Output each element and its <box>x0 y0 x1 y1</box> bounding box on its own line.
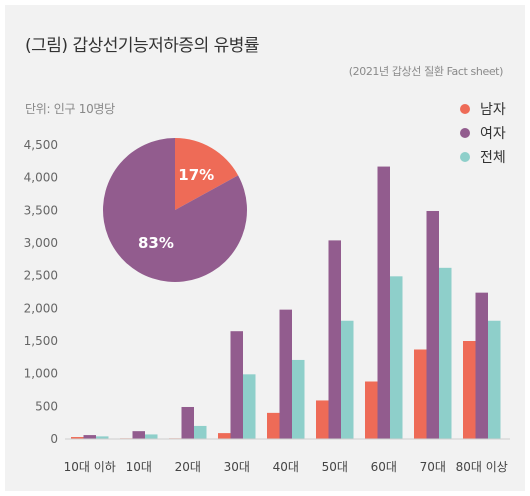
pie-slice <box>175 138 239 210</box>
bar-female <box>132 431 145 439</box>
bar-total <box>488 320 501 439</box>
bar-female <box>377 166 390 439</box>
pie-label: 83% <box>138 234 174 252</box>
bar-female <box>230 331 243 439</box>
bar-total <box>292 359 305 439</box>
legend: 남자 여자 전체 <box>460 97 506 169</box>
y-tick-label: 2,500 <box>24 269 58 283</box>
legend-item-male: 남자 <box>460 97 506 121</box>
legend-item-female: 여자 <box>460 121 506 145</box>
x-tick-label: 10대 이하 <box>64 460 116 474</box>
x-tick-label: 60대 <box>371 460 397 474</box>
bar-male <box>218 433 231 439</box>
chart-card: (그림) 갑상선기능저하증의 유병률 (2021년 갑상선 질환 Fact sh… <box>5 5 525 491</box>
pie-label: 17% <box>178 166 214 184</box>
legend-item-total: 전체 <box>460 145 506 169</box>
chart-canvas: 0 500 1,000 1,500 2,000 2,500 3,000 3,500 4,000 4… <box>24 138 510 474</box>
chart-title: (그림) 갑상선기능저하증의 유병률 <box>25 36 260 56</box>
bar-total <box>243 374 256 439</box>
bar-male <box>463 341 476 439</box>
bar-male <box>316 400 329 439</box>
bar-total <box>194 425 207 439</box>
y-tick-label: 2,000 <box>24 301 58 315</box>
legend-label-female: 여자 <box>480 126 506 142</box>
bar-female <box>83 435 96 439</box>
legend-swatch-male <box>460 104 470 114</box>
bar-male <box>414 349 427 439</box>
x-tick-label: 40대 <box>273 460 299 474</box>
bar-female <box>426 210 439 439</box>
y-tick-label: 500 <box>35 399 58 413</box>
y-tick-label: 4,000 <box>24 171 58 185</box>
bar-male <box>365 381 378 439</box>
bar-male <box>267 412 280 439</box>
x-tick-label: 80대 이상 <box>456 460 508 474</box>
legend-swatch-total <box>460 152 470 162</box>
y-tick-label: 3,500 <box>24 203 58 217</box>
bar-total <box>145 434 158 439</box>
unit-label: 단위: 인구 10명당 <box>25 102 115 116</box>
x-tick-label: 50대 <box>322 460 348 474</box>
bar-female <box>328 240 341 439</box>
bar-female <box>279 309 292 439</box>
bar-total <box>390 276 403 439</box>
chart-source: (2021년 갑상선 질환 Fact sheet) <box>348 65 504 78</box>
bar-total <box>439 267 452 439</box>
y-tick-label: 0 <box>50 432 58 446</box>
x-tick-label: 10대 <box>126 460 152 474</box>
legend-label-male: 남자 <box>480 102 506 118</box>
y-tick-label: 1,500 <box>24 334 58 348</box>
x-tick-label: 30대 <box>224 460 250 474</box>
bar-total <box>341 320 354 439</box>
y-tick-label: 4,500 <box>24 138 58 152</box>
pie-slice <box>103 138 248 283</box>
bar-female <box>181 406 194 439</box>
x-tick-label: 70대 <box>420 460 446 474</box>
bar-total <box>96 436 109 439</box>
bar-female <box>475 292 488 439</box>
y-tick-label: 3,000 <box>24 236 58 250</box>
legend-label-total: 전체 <box>480 150 506 166</box>
bar-male <box>71 437 84 439</box>
legend-swatch-female <box>460 128 470 138</box>
y-tick-label: 1,000 <box>24 367 58 381</box>
x-tick-label: 20대 <box>175 460 201 474</box>
